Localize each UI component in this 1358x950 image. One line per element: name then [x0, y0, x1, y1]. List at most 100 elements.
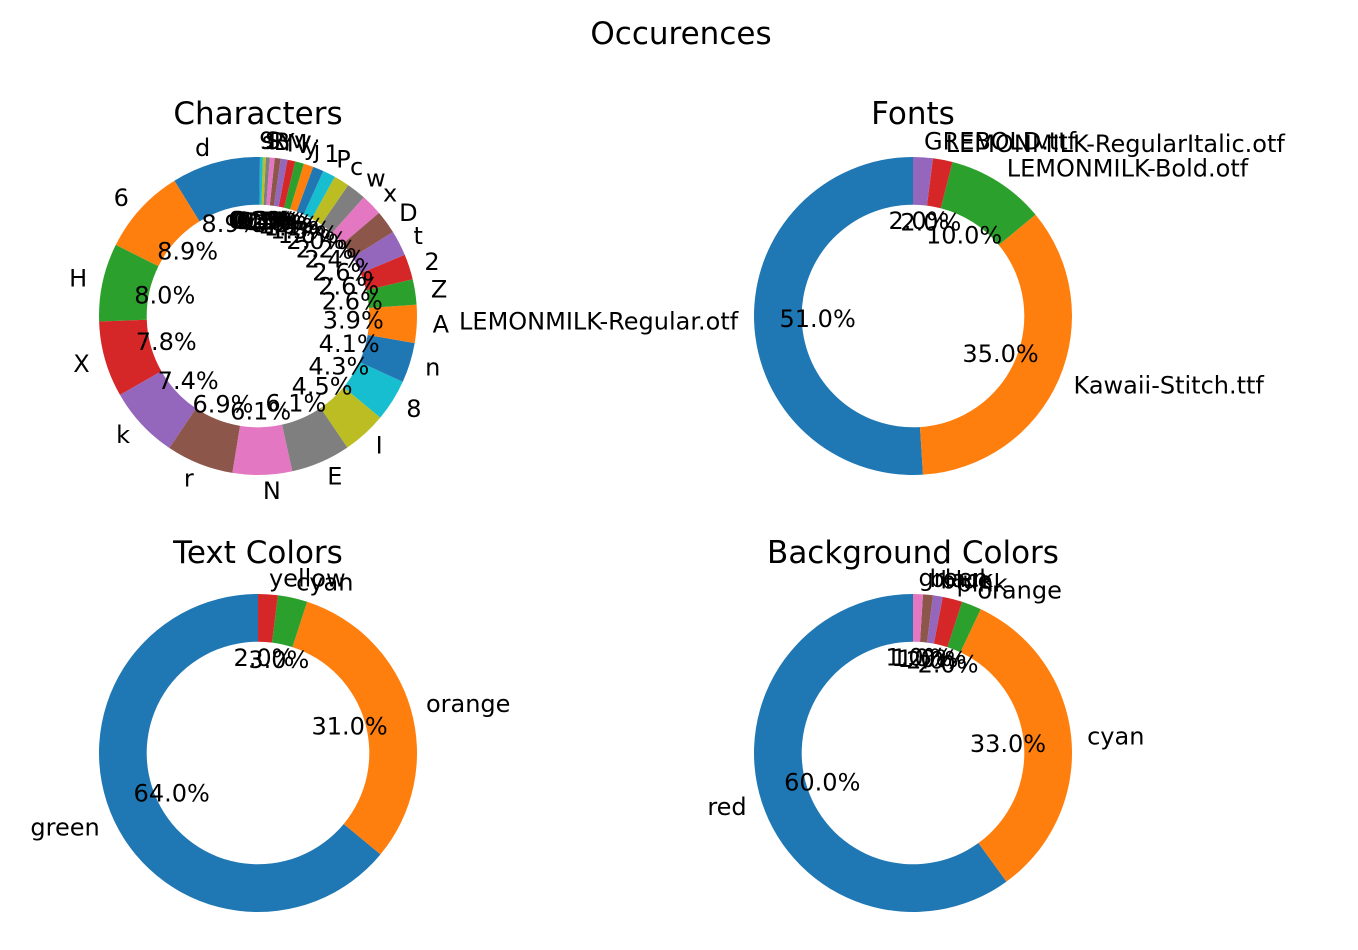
characters-pct-v-23: 0.8% — [248, 209, 309, 237]
characters-label-z-12: Z — [431, 275, 447, 303]
text-colors-slice-green-0 — [98, 594, 381, 912]
background-colors-slices — [753, 594, 1072, 913]
characters-pct-z-12: 2.6% — [322, 288, 383, 316]
characters-label-r-5: r — [184, 465, 194, 493]
characters-chart: Characters d 8.9% 6 8.9% H 8.0% X 7.8% k 7.4% r 6.9… — [69, 96, 450, 505]
characters-label-v-23: V — [295, 131, 312, 159]
characters-label-s-28: S — [265, 127, 280, 155]
background-colors-pct-pink-3: 2.0% — [906, 647, 967, 675]
characters-label-r-27: R — [269, 127, 286, 155]
characters-pct-p-19: 1.3% — [270, 217, 331, 245]
text-colors-pct-cyan-2: 3.0% — [248, 646, 309, 674]
text-colors-slices — [98, 594, 417, 912]
background-colors-label-pink-3: pink — [956, 570, 1007, 598]
characters-slice-e-7 — [282, 408, 348, 472]
fonts-slices — [753, 157, 1072, 475]
characters-label-p-19: P — [336, 146, 350, 174]
characters-pct-s-28: 0.3% — [231, 207, 292, 235]
characters-pct-a-11: 3.9% — [323, 307, 384, 335]
characters-label-d-15: D — [399, 199, 417, 227]
characters-pct-d-15: 2.4% — [305, 246, 366, 274]
characters-pct-x-16: 2.2% — [296, 235, 357, 263]
fonts-label-lemonmilk-regular-otf-0: LEMONMILK-Regular.otf — [459, 307, 739, 335]
characters-slice-1-20 — [296, 166, 324, 215]
characters-pct-b-26: 0.5% — [236, 207, 297, 235]
background-colors-label-orange-2: orange — [977, 576, 1061, 604]
characters-slice-i-8 — [320, 387, 381, 448]
fonts-label-kawaii-stitch-ttf-1: Kawaii-Stitch.ttf — [1074, 371, 1265, 399]
characters-pct-e-7: 6.1% — [265, 390, 326, 418]
characters-label-h-2: H — [69, 265, 87, 293]
background-colors-chart: Background Colors red 60.0% cyan 33.0% orang… — [707, 535, 1144, 913]
fonts-label-lemonmilk-regularitalic-otf-3: LEMONMILK-RegularItalic.otf — [946, 130, 1286, 158]
fonts-pct-lemonmilk-bold-otf-2: 10.0% — [926, 221, 1002, 249]
background-colors-pct-red-0: 60.0% — [784, 768, 860, 796]
characters-label-j-21: j — [313, 136, 321, 164]
fonts-slice-kawaii-stitch-ttf-1 — [919, 214, 1072, 475]
fonts-slice-lemonmilk-regular-otf-0 — [753, 157, 923, 475]
background-colors-slice-blue-4 — [926, 595, 943, 644]
characters-pct-n-10: 4.1% — [319, 330, 380, 358]
fonts-label-lemonmilk-bold-otf-2: LEMONMILK-Bold.otf — [1007, 154, 1249, 182]
background-colors-pct-orange-2: 2.0% — [918, 650, 979, 678]
characters-label-t-14: t — [413, 222, 422, 250]
characters-slice-w-17 — [321, 185, 364, 233]
characters-slice-v-23 — [278, 159, 296, 208]
fonts-labels: LEMONMILK-Regular.otf 51.0% Kawaii-Stitch.… — [459, 127, 1285, 399]
characters-pct-x-3: 7.8% — [136, 328, 197, 356]
characters-label-y-22: y — [304, 133, 318, 161]
characters-label-d-0: d — [195, 134, 210, 162]
characters-pct-c-18: 1.6% — [278, 221, 339, 249]
characters-label-c-18: c — [350, 153, 363, 181]
text-colors-slice-yellow-3 — [258, 594, 278, 643]
background-colors-slice-green-6 — [913, 594, 923, 642]
background-colors-label-green-6: green — [918, 564, 987, 592]
characters-pct-k-4: 7.4% — [158, 367, 219, 395]
background-colors-pct-green-6: 1.0% — [886, 644, 947, 672]
characters-slice-s-29 — [259, 157, 263, 205]
characters-labels: d 8.9% 6 8.9% H 8.0% X 7.8% k 7.4% r 6.9% N 6.1% E 6.1%… — [69, 127, 450, 505]
characters-label-1-20: 1 — [324, 140, 339, 168]
text-colors-label-cyan-2: cyan — [296, 568, 353, 596]
characters-label-k-4: k — [116, 421, 130, 449]
fonts-pct-grebold-ttf-4: 2.0% — [888, 207, 949, 235]
characters-label-x-3: X — [73, 350, 89, 378]
characters-pct-2-13: 2.6% — [318, 273, 379, 301]
fonts-slice-grebold-ttf-4 — [913, 157, 933, 206]
characters-slice-n-6 — [232, 424, 293, 475]
characters-label-2-13: 2 — [424, 248, 439, 276]
characters-slice-p-19 — [303, 171, 335, 219]
fonts-slice-lemonmilk-bold-otf-2 — [940, 161, 1036, 246]
figure-title: Occurences — [590, 16, 771, 52]
characters-label-6-1: 6 — [114, 184, 129, 212]
text-colors-slice-cyan-2 — [271, 595, 308, 648]
characters-pct-1-20: 1.1% — [264, 214, 325, 242]
background-colors-labels: red 60.0% cyan 33.0% orange 2.0% pink 2.0% blue 1… — [707, 564, 1144, 821]
characters-slice-n-10 — [359, 334, 415, 382]
characters-label-m-24: M — [287, 129, 308, 157]
fonts-chart-title: Fonts — [871, 96, 955, 132]
characters-slice-m-24 — [273, 158, 288, 207]
fonts-pct-lemonmilk-regular-otf-0: 51.0% — [780, 305, 856, 333]
characters-label-y-25: Y — [279, 128, 295, 156]
characters-slice-b-26 — [266, 157, 275, 206]
characters-pct-r-5: 6.9% — [192, 391, 253, 419]
characters-slice-y-25 — [269, 157, 281, 206]
characters-slice-d-15 — [342, 212, 393, 258]
characters-pct-t-14: 2.6% — [312, 258, 373, 286]
text-colors-pct-yellow-3: 2.0% — [233, 644, 294, 672]
characters-pct-6-1: 8.9% — [157, 238, 218, 266]
characters-pct-j-21: 1.0% — [258, 212, 319, 240]
characters-pct-h-2: 8.0% — [134, 282, 195, 310]
characters-slice-j-21 — [290, 163, 314, 212]
background-colors-pct-black-5: 1.0% — [891, 644, 952, 672]
characters-pct-m-24: 0.7% — [243, 208, 304, 236]
characters-pct-s-29: 0.3% — [230, 207, 291, 235]
characters-pct-d-0: 8.9% — [201, 210, 262, 238]
text-colors-chart-title: Text Colors — [172, 535, 343, 571]
characters-slice-r-5 — [169, 408, 241, 473]
text-colors-labels: green 64.0% orange 31.0% cyan 3.0% yellow 2.0% — [30, 564, 510, 841]
background-colors-chart-title: Background Colors — [767, 535, 1059, 571]
characters-label-i-8: I — [376, 431, 383, 459]
